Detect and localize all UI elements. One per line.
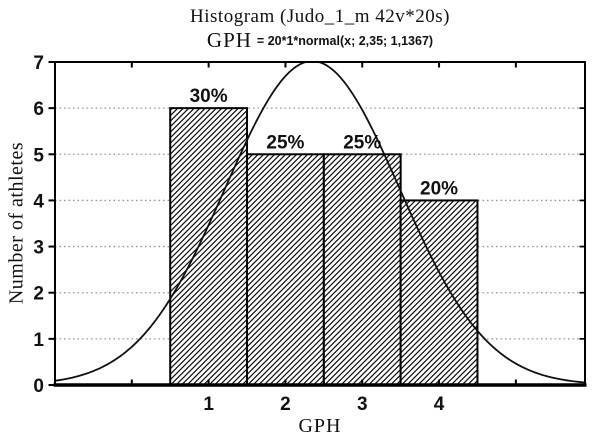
y-tick-label: 4 <box>33 191 44 212</box>
histogram-bar <box>246 153 325 386</box>
y-tick-label: 2 <box>33 284 44 305</box>
x-axis-title: GPH <box>298 415 342 437</box>
y-tick-label: 0 <box>33 376 44 397</box>
histogram-bar <box>322 153 402 386</box>
x-tick-label: 3 <box>357 394 368 415</box>
chart-title: Histogram (Judo_1_m 42v*20s) <box>190 6 450 27</box>
bar-value-label: 30% <box>190 86 228 107</box>
y-tick-label: 5 <box>33 145 44 166</box>
bar-value-label: 25% <box>266 132 304 153</box>
bar-value-label: 25% <box>343 132 381 153</box>
y-tick-label: 1 <box>33 330 44 351</box>
y-tick-label: 3 <box>33 238 44 259</box>
histogram-bar <box>169 107 249 387</box>
histogram-bar <box>399 199 479 386</box>
bar-value-label: 20% <box>420 178 458 199</box>
y-tick-label: 7 <box>33 53 44 74</box>
y-tick-label: 6 <box>33 99 44 120</box>
subtitle-variable: GPH <box>206 28 252 52</box>
x-tick-label: 2 <box>280 394 291 415</box>
subtitle-formula: = 20*1*normal(x; 2,35; 1,1367) <box>256 34 434 48</box>
x-tick-label: 1 <box>203 394 214 415</box>
x-tick-label: 4 <box>434 394 445 415</box>
chart-subtitle: GPH = 20*1*normal(x; 2,35; 1,1367) <box>55 28 585 53</box>
